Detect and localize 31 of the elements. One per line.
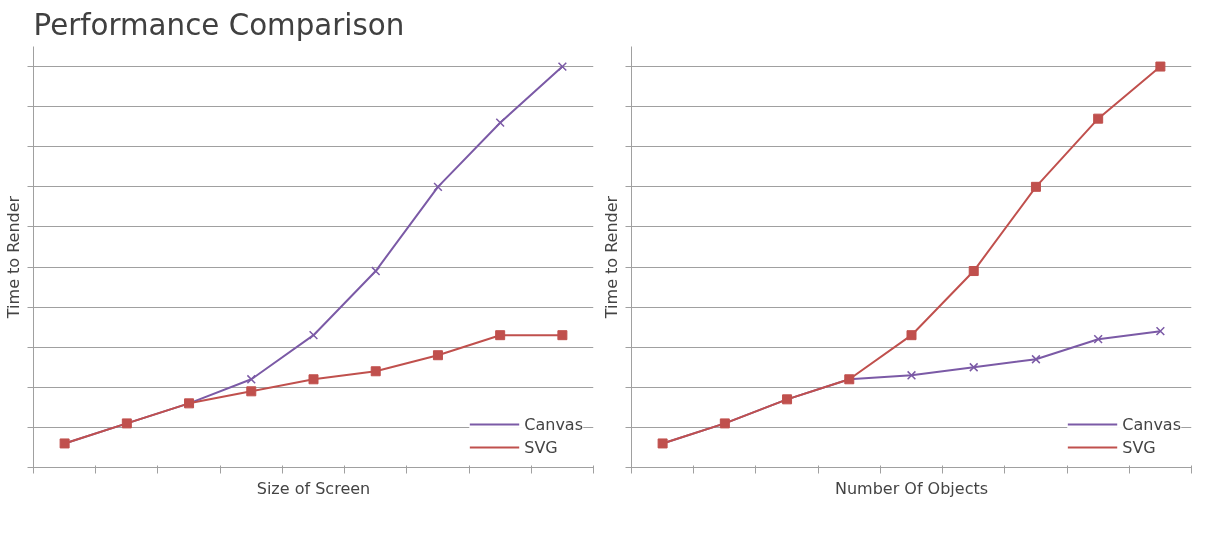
point [968,266,979,277]
legend-label: SVG [524,437,558,457]
point [1155,326,1166,336]
legend-label: Canvas [1122,414,1181,434]
point [1030,181,1041,192]
point [370,366,381,377]
point [557,330,568,341]
point [1093,113,1104,124]
point [969,362,979,372]
point [246,386,257,397]
point [308,374,319,385]
point [557,61,568,72]
point [433,182,443,192]
legend-label: SVG [1122,437,1156,457]
legend-label: Canvas [524,414,583,434]
x-axis-title: Number Of Objects [834,478,989,498]
y-axis-title: Time to Render [601,195,621,320]
point [1093,334,1103,344]
point [906,330,917,341]
point [495,330,506,341]
point [432,350,443,361]
point [308,330,319,340]
point [1031,354,1041,364]
y-axis-title: Time to Render [3,195,23,320]
point [495,118,505,128]
point [371,266,381,276]
point [1155,61,1166,72]
chart-title: Performance Comparison [33,7,405,42]
point [906,370,917,380]
x-axis-title: Size of Screen [256,478,371,498]
point [246,374,256,384]
